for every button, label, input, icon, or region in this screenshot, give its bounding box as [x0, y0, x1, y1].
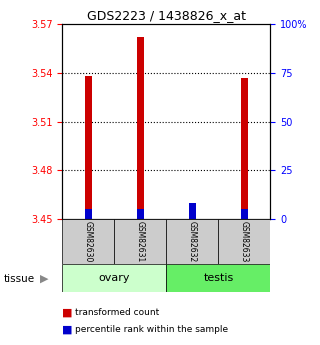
Title: GDS2223 / 1438826_x_at: GDS2223 / 1438826_x_at — [87, 9, 246, 22]
Text: transformed count: transformed count — [75, 308, 159, 317]
Bar — [189, 204, 196, 219]
Bar — [115, 219, 166, 264]
Bar — [137, 209, 144, 219]
Text: GSM82632: GSM82632 — [188, 221, 197, 262]
Text: GSM82630: GSM82630 — [84, 221, 93, 262]
Bar — [62, 219, 115, 264]
Text: ovary: ovary — [99, 273, 130, 283]
Text: testis: testis — [203, 273, 234, 283]
Bar — [241, 78, 248, 219]
Bar — [166, 219, 218, 264]
Text: GSM82633: GSM82633 — [240, 221, 249, 262]
Text: ■: ■ — [62, 325, 73, 334]
Bar — [62, 264, 166, 292]
Bar — [85, 76, 92, 219]
Bar — [241, 209, 248, 219]
Bar — [85, 209, 92, 219]
Text: ▶: ▶ — [40, 274, 49, 284]
Bar — [137, 37, 144, 219]
Bar — [218, 219, 270, 264]
Text: tissue: tissue — [3, 274, 34, 284]
Bar — [189, 216, 196, 219]
Bar — [166, 264, 270, 292]
Text: GSM82631: GSM82631 — [136, 221, 145, 262]
Text: ■: ■ — [62, 307, 73, 317]
Text: percentile rank within the sample: percentile rank within the sample — [75, 325, 228, 334]
